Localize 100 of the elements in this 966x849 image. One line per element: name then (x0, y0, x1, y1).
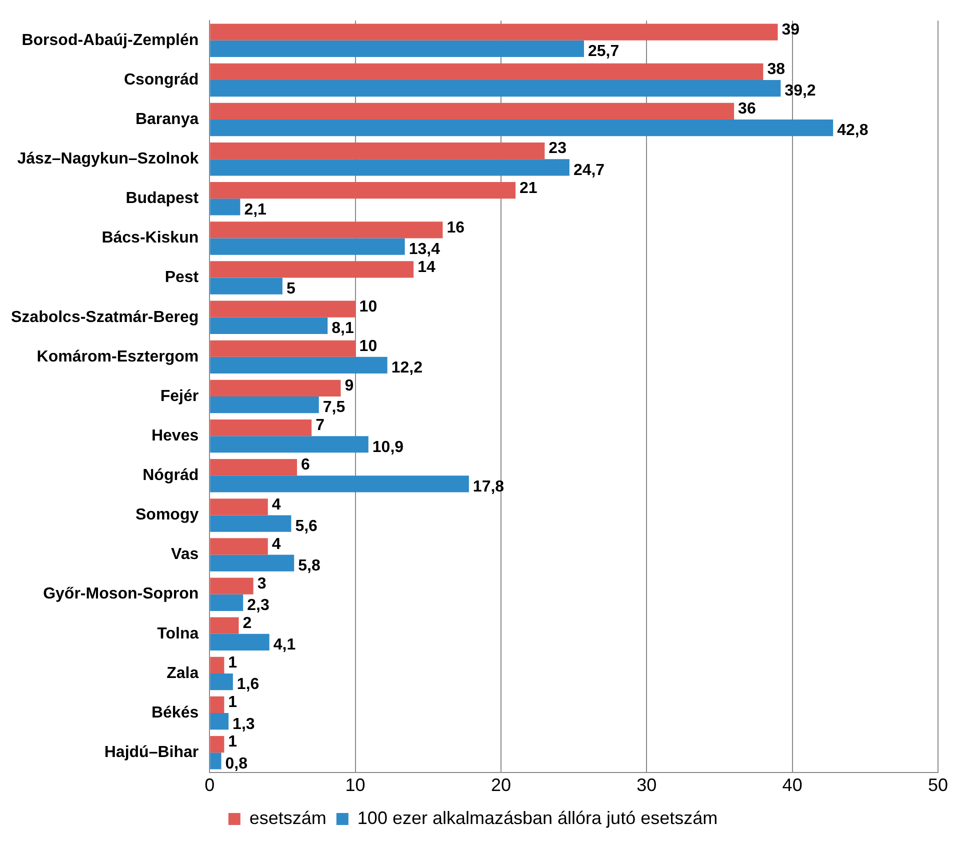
y-tick-label: Jász–Nagykun–Szolnok (17, 150, 199, 168)
data-label: 1,6 (236, 676, 260, 694)
data-label: 38 (767, 61, 786, 78)
bar (210, 198, 240, 216)
y-tick-label: Heves (151, 427, 199, 444)
x-tick-label: 50 (928, 775, 948, 796)
bar (210, 634, 270, 651)
data-label: 4 (272, 496, 281, 514)
bar (210, 120, 834, 136)
x-tick-label: 0 (204, 775, 215, 796)
bar (210, 617, 239, 634)
data-label: 1 (228, 694, 238, 712)
bar (210, 80, 781, 97)
bar (210, 419, 312, 436)
y-tick-label: Tolna (157, 625, 199, 642)
bar (210, 459, 298, 476)
bar (210, 63, 764, 80)
data-label: 12,2 (391, 360, 423, 377)
x-tick-label: 30 (636, 775, 657, 796)
bar (210, 554, 294, 572)
y-tick-label: Budapest (126, 190, 200, 208)
y-tick-label: Vas (171, 546, 199, 564)
data-label: 3 (257, 575, 266, 592)
y-tick-label: Zala (166, 664, 199, 682)
data-label: 6 (301, 456, 310, 474)
bar (210, 238, 405, 255)
data-label: 10 (359, 298, 378, 316)
data-label: 2,1 (244, 201, 267, 218)
bar (210, 278, 282, 294)
bar (210, 380, 341, 396)
y-tick-label: Szabolcs-Szatmár-Bereg (10, 308, 199, 326)
data-label: 9 (344, 378, 354, 395)
data-label: 39,2 (784, 82, 816, 100)
y-tick-label: Pest (164, 269, 200, 286)
data-label: 1 (228, 734, 238, 751)
bar (210, 182, 516, 199)
bar (210, 40, 584, 58)
data-label: 16 (446, 219, 465, 236)
y-tick-label: Csongrád (124, 71, 199, 88)
bar (210, 538, 268, 555)
data-label: 25,7 (588, 43, 620, 60)
bar (210, 396, 319, 414)
data-label: 21 (520, 180, 538, 197)
x-tick-label: 10 (345, 775, 366, 796)
data-label: 17,8 (472, 478, 504, 496)
bar (210, 515, 292, 532)
bar (210, 261, 414, 278)
data-label: 13,4 (408, 240, 440, 258)
bar (210, 713, 229, 730)
bar (210, 436, 368, 453)
data-label: 7,5 (322, 399, 346, 416)
data-label: 39 (782, 21, 800, 38)
data-label: 10,9 (372, 438, 404, 456)
data-label: 0,8 (225, 755, 248, 772)
data-label: 8,1 (332, 320, 354, 338)
bar (210, 102, 734, 120)
y-tick-label: Hajdú–Bihar (104, 744, 199, 762)
bar (210, 222, 443, 238)
bar (210, 673, 233, 690)
legend-label: 100 ezer alkalmazásban állóra jutó esetszám (357, 808, 718, 828)
data-label: 42,8 (837, 122, 868, 140)
data-label: 4,1 (273, 636, 296, 654)
data-label: 5,6 (295, 518, 318, 535)
bar (210, 317, 328, 334)
data-label: 24,7 (573, 162, 605, 179)
bar (210, 300, 356, 318)
y-tick-label: Borsod-Abaúj-Zemplén (22, 32, 199, 49)
bar (210, 736, 224, 753)
y-tick-label: Fejér (160, 388, 199, 405)
bar (210, 356, 388, 374)
y-tick-label: Somogy (135, 506, 199, 524)
data-label: 5 (286, 280, 296, 298)
bar (210, 656, 224, 674)
data-label: 1,3 (232, 716, 255, 733)
y-tick-label: Győr-Moson-Sopron (43, 586, 199, 603)
y-tick-label: Komárom-Esztergom (36, 348, 199, 366)
bar (210, 476, 469, 492)
bar (210, 498, 268, 516)
bar (210, 696, 224, 714)
y-tick-label: Baranya (135, 110, 199, 128)
data-label: 5,8 (298, 557, 320, 574)
data-label: 14 (418, 258, 436, 276)
y-tick-label: Nógrád (142, 467, 199, 484)
x-tick-label: 40 (782, 775, 802, 796)
data-label: 1 (228, 654, 238, 672)
bar (210, 752, 222, 770)
bar (210, 594, 244, 611)
bar (210, 142, 545, 160)
y-tick-label: Bács-Kiskun (102, 230, 199, 247)
bar (210, 578, 254, 594)
data-label: 36 (738, 100, 756, 118)
y-tick-label: Békés (151, 704, 199, 722)
bar (210, 340, 356, 357)
data-label: 2 (242, 615, 252, 632)
data-label: 7 (316, 417, 325, 434)
x-tick-label: 20 (490, 775, 511, 796)
data-label: 23 (548, 140, 567, 158)
data-label: 2,3 (247, 597, 270, 614)
data-label: 10 (359, 338, 378, 356)
bar (210, 159, 570, 176)
